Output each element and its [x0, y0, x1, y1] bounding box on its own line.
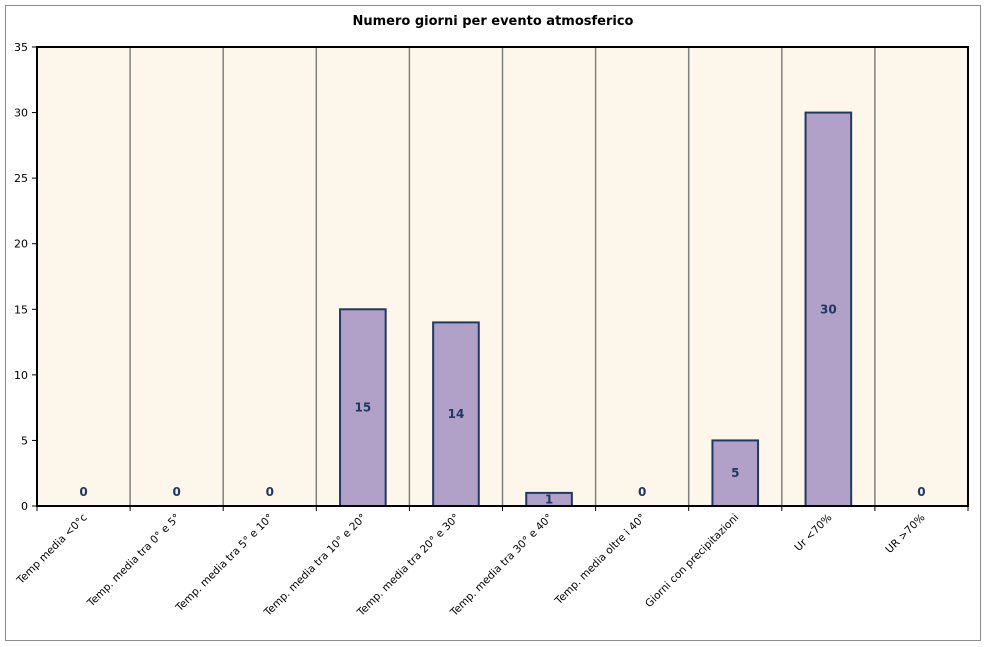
y-tick-label: 10	[14, 369, 28, 382]
data-label: 0	[917, 485, 925, 499]
x-tick-label: Temp. media tra 0° e 5°	[85, 512, 183, 610]
bar	[339, 308, 387, 507]
data-label: 0	[638, 485, 646, 499]
x-tick-label: Ur <70%	[792, 512, 834, 554]
y-tick-label: 0	[21, 500, 28, 513]
y-tick-label: 35	[14, 41, 28, 54]
chart-title: Numero giorni per evento atmosferico	[352, 14, 634, 29]
y-tick-label: 5	[21, 434, 28, 447]
data-label: 0	[172, 485, 180, 499]
bar	[711, 439, 760, 507]
y-tick-label: 30	[14, 107, 28, 120]
x-tick-label: Temp. media tra 10° e 20°	[261, 512, 369, 620]
x-tick-label: UR >70%	[883, 512, 927, 556]
x-tick-label: Temp. media tra 20° e 30°	[354, 512, 462, 620]
data-label: 30	[820, 302, 837, 316]
data-label: 1	[545, 492, 553, 506]
y-tick-label: 25	[14, 172, 28, 185]
data-label: 0	[79, 485, 87, 499]
y-axis: 0 5 10 15 20 25 30 35	[14, 41, 37, 513]
x-tick-label: Temp. media oltre i 40°	[552, 512, 648, 608]
grid-lines	[129, 47, 876, 506]
data-label: 0	[266, 485, 274, 499]
y-tick-label: 15	[14, 303, 28, 316]
data-label: 14	[448, 407, 465, 421]
data-label: 5	[731, 466, 739, 480]
x-tick-label: Giorni con precipitazioni	[643, 512, 741, 610]
y-tick-label: 20	[14, 238, 28, 251]
bars	[339, 111, 853, 507]
x-tick-label: Temp media <0°c	[14, 511, 90, 587]
x-tick-label: Temp. media tra 5° e 10°	[173, 512, 276, 615]
bar	[432, 321, 480, 507]
data-label: 15	[354, 401, 371, 415]
data-labels: 0 0 0 15 14 1 0 5 30 0	[79, 302, 925, 506]
x-tick-label: Temp. media tra 30° e 40°	[448, 512, 556, 620]
bar	[804, 111, 853, 507]
